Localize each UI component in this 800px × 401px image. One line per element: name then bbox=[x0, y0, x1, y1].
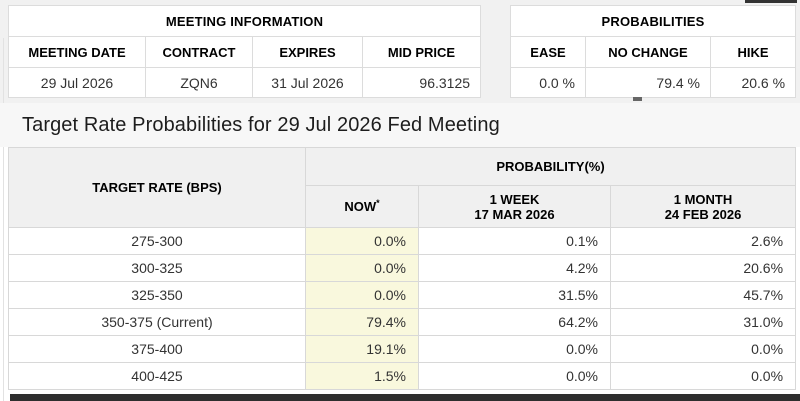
week-probability-value: 4.2% bbox=[418, 254, 611, 282]
target-rate-value: 300-325 bbox=[8, 254, 306, 282]
page-title: Target Rate Probabilities for 29 Jul 202… bbox=[22, 113, 500, 136]
table-row: 325-350 0.0% 31.5% 45.7% bbox=[8, 281, 797, 309]
col-header-ease: EASE bbox=[510, 36, 586, 68]
target-rate-value: 400-425 bbox=[8, 362, 306, 390]
no-change-value: 79.4 % bbox=[585, 67, 711, 98]
target-rate-title-strip: Target Rate Probabilities for 29 Jul 202… bbox=[0, 103, 800, 147]
col-header-target-rate-bps: TARGET RATE (BPS) bbox=[8, 147, 306, 228]
meeting-information-value-row: 29 Jul 2026 ZQN6 31 Jul 2026 96.3125 bbox=[8, 67, 482, 98]
target-rate-value: 275-300 bbox=[8, 227, 306, 255]
now-probability-value: 79.4% bbox=[305, 308, 419, 336]
table-row: 300-325 0.0% 4.2% 20.6% bbox=[8, 254, 797, 282]
probabilities-summary-table: PROBABILITIES EASE NO CHANGE HIKE 0.0 % … bbox=[509, 5, 797, 98]
top-summary-region: MEETING INFORMATION MEETING DATE CONTRAC… bbox=[0, 0, 800, 103]
col-header-1-month: 1 MONTH 24 FEB 2026 bbox=[609, 185, 797, 228]
table-row: 400-425 1.5% 0.0% 0.0% bbox=[8, 362, 797, 390]
cutoff-element-top-right bbox=[745, 0, 797, 3]
meeting-information-table: MEETING INFORMATION MEETING DATE CONTRAC… bbox=[7, 5, 482, 98]
month-probability-value: 0.0% bbox=[609, 362, 797, 390]
month-probability-value: 20.6% bbox=[609, 254, 797, 282]
week-probability-value: 31.5% bbox=[418, 281, 611, 309]
week-probability-value: 0.1% bbox=[418, 227, 611, 255]
meeting-information-banner-row: MEETING INFORMATION bbox=[7, 5, 482, 37]
cutoff-next-section-header bbox=[10, 394, 800, 401]
meeting-information-header-row: MEETING DATE CONTRACT EXPIRES MID PRICE bbox=[8, 36, 482, 68]
ease-value: 0.0 % bbox=[510, 67, 586, 98]
col-header-now: NOW* bbox=[305, 185, 419, 228]
target-rate-probabilities-table: TARGET RATE (BPS) PROBABILITY(%) NOW* 1 … bbox=[8, 147, 797, 390]
now-probability-value: 0.0% bbox=[305, 254, 419, 282]
col-header-probability-group: PROBABILITY(%) bbox=[304, 147, 797, 186]
mid-price-value: 96.3125 bbox=[361, 67, 482, 98]
now-probability-value: 0.0% bbox=[305, 281, 419, 309]
hike-value: 20.6 % bbox=[709, 67, 797, 98]
probabilities-value-row: 0.0 % 79.4 % 20.6 % bbox=[510, 67, 797, 98]
col-header-hike: HIKE bbox=[709, 36, 797, 68]
col-header-no-change: NO CHANGE bbox=[585, 36, 711, 68]
month-probability-value: 31.0% bbox=[609, 308, 797, 336]
target-rate-value: 375-400 bbox=[8, 335, 306, 363]
now-footnote-asterisk: * bbox=[376, 198, 380, 208]
cutoff-marker-under-summary bbox=[633, 97, 642, 101]
col-header-mid-price: MID PRICE bbox=[361, 36, 482, 68]
month-probability-value: 2.6% bbox=[609, 227, 797, 255]
month-probability-value: 0.0% bbox=[609, 335, 797, 363]
probability-sub-header-row: NOW* 1 WEEK 17 MAR 2026 1 MONTH 24 FEB 2… bbox=[9, 185, 797, 228]
expires-value: 31 Jul 2026 bbox=[252, 67, 363, 98]
week-probability-value: 0.0% bbox=[418, 335, 611, 363]
table-row: 375-400 19.1% 0.0% 0.0% bbox=[8, 335, 797, 363]
probabilities-banner-row: PROBABILITIES bbox=[509, 5, 797, 37]
contract-value: ZQN6 bbox=[145, 67, 253, 98]
now-probability-value: 1.5% bbox=[305, 362, 419, 390]
now-probability-value: 19.1% bbox=[305, 335, 419, 363]
week-probability-value: 64.2% bbox=[418, 308, 611, 336]
now-probability-value: 0.0% bbox=[305, 227, 419, 255]
probabilities-header-row: EASE NO CHANGE HIKE bbox=[510, 36, 797, 68]
table-row: 350-375 (Current) 79.4% 64.2% 31.0% bbox=[8, 308, 797, 336]
week-probability-value: 0.0% bbox=[418, 362, 611, 390]
meeting-information-title: MEETING INFORMATION bbox=[7, 5, 482, 37]
container-left-border bbox=[3, 38, 4, 401]
target-rate-value: 350-375 (Current) bbox=[8, 308, 306, 336]
col-header-1-week: 1 WEEK 17 MAR 2026 bbox=[418, 185, 611, 228]
probability-group-header-row: TARGET RATE (BPS) PROBABILITY(%) bbox=[8, 147, 797, 228]
target-rate-value: 325-350 bbox=[8, 281, 306, 309]
meeting-date-value: 29 Jul 2026 bbox=[8, 67, 146, 98]
month-probability-value: 45.7% bbox=[609, 281, 797, 309]
col-header-expires: EXPIRES bbox=[252, 36, 363, 68]
probabilities-title: PROBABILITIES bbox=[509, 5, 797, 37]
col-header-meeting-date: MEETING DATE bbox=[8, 36, 146, 68]
col-header-contract: CONTRACT bbox=[145, 36, 253, 68]
table-row: 275-300 0.0% 0.1% 2.6% bbox=[8, 227, 797, 255]
